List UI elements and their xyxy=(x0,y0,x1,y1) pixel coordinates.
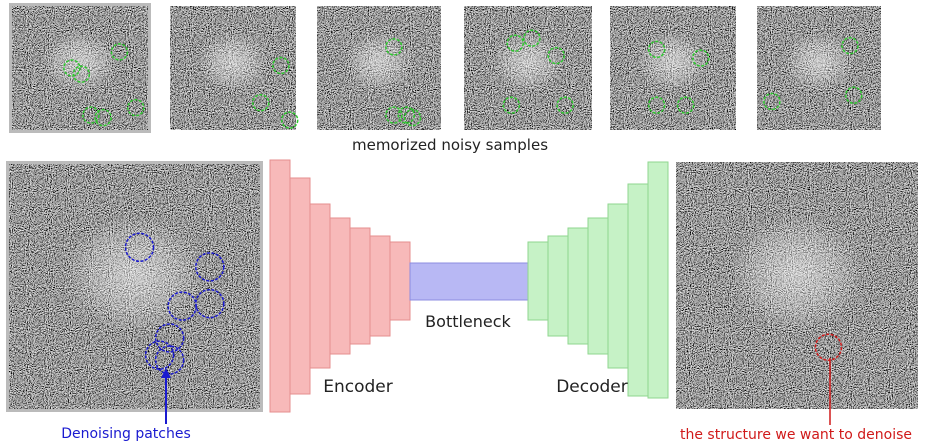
decoder-label: Decoder xyxy=(556,377,628,397)
patch-circle xyxy=(385,38,403,56)
patches-label: Denoising patches xyxy=(61,426,191,442)
patch-circle xyxy=(763,92,781,111)
patch-circle xyxy=(63,59,81,77)
patch-circle xyxy=(691,49,710,67)
bottleneck xyxy=(409,262,529,301)
patch-circle xyxy=(154,323,185,353)
patch-circle xyxy=(154,345,185,375)
patch-circle xyxy=(94,108,112,127)
patch-circle xyxy=(195,252,225,282)
patch-circle xyxy=(110,43,129,61)
patch-circle xyxy=(144,340,175,370)
patch-circle xyxy=(844,86,863,105)
structure xyxy=(41,32,119,92)
structure xyxy=(344,32,414,92)
patch-circle xyxy=(403,108,422,127)
encoder-label: Encoder xyxy=(323,377,393,397)
patch-circle xyxy=(676,96,695,114)
structure xyxy=(784,32,854,92)
patch-circle xyxy=(251,93,270,112)
patch-circle xyxy=(841,36,859,55)
patch-circle xyxy=(72,65,91,83)
patch-circle xyxy=(647,40,666,59)
patch-circle xyxy=(502,96,521,114)
caption: memorized noisy samples xyxy=(352,136,548,154)
patch-circle xyxy=(547,46,565,65)
images xyxy=(6,3,918,412)
patch-circle xyxy=(523,29,541,47)
patch-circle xyxy=(814,333,843,361)
structure xyxy=(64,215,205,334)
structure xyxy=(729,213,865,333)
structure xyxy=(637,32,709,92)
patch-circle xyxy=(280,111,299,129)
target-label: the structure we want to denoise xyxy=(680,427,912,443)
patch-circle xyxy=(124,232,155,263)
patch-circle xyxy=(647,96,666,114)
structure xyxy=(492,32,564,92)
decoder xyxy=(527,161,669,399)
patch-circle xyxy=(385,106,403,124)
patch-circle xyxy=(82,106,100,124)
structure xyxy=(197,32,269,92)
patch-circle xyxy=(272,56,290,75)
patch-circle xyxy=(506,34,524,52)
patch-circle xyxy=(397,106,416,124)
encoder xyxy=(269,159,411,413)
patch-circle xyxy=(127,98,145,117)
patch-circle xyxy=(195,288,225,319)
arrow-head xyxy=(161,368,171,378)
patch-circle xyxy=(556,96,574,114)
bottleneck-label: Bottleneck xyxy=(425,312,511,331)
